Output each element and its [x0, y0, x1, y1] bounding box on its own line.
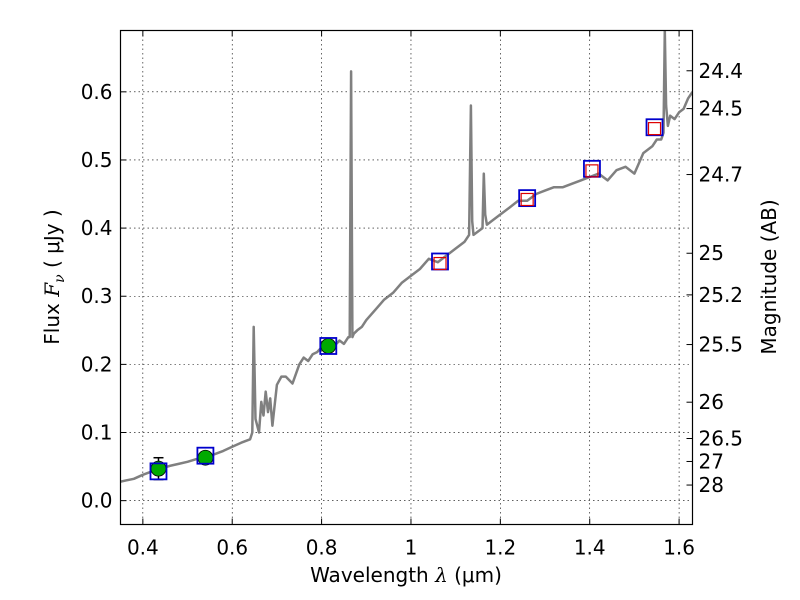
- magnitude-tick-label: 27: [699, 449, 724, 473]
- magnitude-tick-label: 28: [699, 473, 724, 497]
- y-tick-label: 0.0: [81, 489, 113, 513]
- predicted-photometry-square: [647, 122, 662, 136]
- x-tick-label: 1.2: [484, 536, 516, 560]
- x-tick-label: 1.6: [663, 536, 695, 560]
- y-axis-subscript: ν: [52, 274, 68, 283]
- spectrum-line: [120, 30, 693, 483]
- plot-frame: [119, 29, 694, 526]
- plot-area: [120, 30, 693, 483]
- predicted-photometry-square: [433, 256, 447, 271]
- y-tick-label: 0.6: [81, 80, 113, 104]
- right-axis-title: Magnitude (AB): [757, 199, 781, 354]
- model-photometry-square: [645, 118, 664, 137]
- model-photometry-square: [149, 462, 168, 481]
- data-layer: [120, 30, 693, 483]
- y-axis-label: Flux: [40, 303, 64, 345]
- observed-point: [320, 338, 337, 354]
- y-axis-title: Flux Fν ( μJy ): [40, 209, 68, 344]
- model-photometry-square: [518, 189, 537, 208]
- x-axis-label: Wavelength: [310, 563, 429, 587]
- y-tick-label: 0.2: [81, 352, 113, 376]
- magnitude-tick-label: 25.2: [699, 283, 744, 307]
- magnitude-tick-label: 24.7: [699, 163, 744, 187]
- magnitude-tick-label: 24.4: [699, 59, 744, 83]
- x-tick-label: 0.8: [306, 536, 338, 560]
- y-tick-label: 0.5: [81, 148, 113, 172]
- magnitude-tick-label: 26: [699, 390, 724, 414]
- magnitude-tick-label: 25: [699, 241, 724, 265]
- predicted-photometry-square: [585, 164, 599, 178]
- model-photometry-square: [319, 337, 338, 355]
- ticks: 0.4 0.6 0.8 1 1.2 1.4 1.6 0.0 0.1 0.2 0.3 0.4 0.5 0.6…: [81, 30, 744, 560]
- magnitude-tick-label: 25.5: [699, 333, 744, 357]
- x-tick-label: 0.6: [216, 536, 248, 560]
- y-axis-symbol: F: [40, 282, 64, 298]
- y-tick-label: 0.4: [81, 216, 113, 240]
- y-tick-label: 0.1: [81, 421, 113, 445]
- magnitude-tick-label: 24.5: [699, 97, 744, 121]
- magnitude-tick-label: 26.5: [699, 427, 744, 451]
- x-tick-label: 1.4: [574, 536, 606, 560]
- x-axis-title: Wavelength λ (μm): [310, 563, 502, 587]
- x-axis-symbol: λ: [434, 563, 448, 587]
- x-tick-label: 0.4: [127, 536, 159, 560]
- model-photometry-square: [196, 446, 215, 465]
- predicted-photometry-square: [520, 192, 534, 207]
- y-tick-label: 0.3: [81, 284, 113, 308]
- x-tick-label: 1: [405, 536, 418, 560]
- x-axis-units: (μm): [454, 563, 502, 587]
- y-axis-units: ( μJy ): [40, 209, 64, 268]
